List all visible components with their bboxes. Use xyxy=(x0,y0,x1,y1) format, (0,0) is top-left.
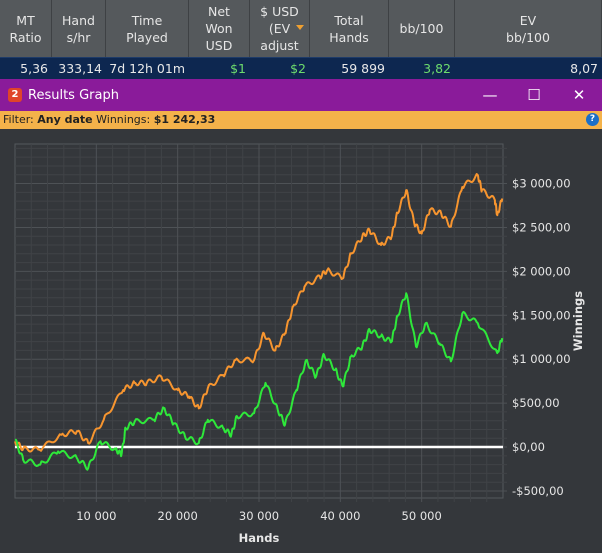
column-header[interactable]: MT Ratio xyxy=(0,0,52,57)
column-header-label: Hand s/hr xyxy=(62,12,95,45)
summary-row[interactable]: 5,36 333,14 7d 12h 01m $1 242,33 $2 838,41 59… xyxy=(0,57,602,97)
window-title-bar: 2 Results Graph — ☐ ✕ xyxy=(0,79,602,111)
series-line-0 xyxy=(14,173,504,453)
window-title: Results Graph xyxy=(28,87,119,103)
x-tick-label: 50 000 xyxy=(402,509,442,523)
y-tick-label: $0,00 xyxy=(512,440,545,454)
minimize-button[interactable]: — xyxy=(482,86,498,104)
results-chart: -$500,00 $0,00 $500,00 $1 000,00 $1 500,00 $2… xyxy=(14,143,585,545)
x-axis-label: Hands xyxy=(239,531,280,545)
column-header[interactable]: bb/100 xyxy=(389,0,455,57)
cell-value: $2 838,41 xyxy=(262,61,306,97)
cell-value: 59 899 xyxy=(341,61,385,76)
x-tick-label: 30 000 xyxy=(239,509,279,523)
y-tick-label: $500,00 xyxy=(512,396,560,410)
column-header-label: $ USD (EV adjust xyxy=(260,4,299,53)
column-header-label: Total Hands xyxy=(329,12,369,45)
winnings-label: Winnings: xyxy=(96,113,151,126)
column-headers: MT Ratio Hand s/hr Time Played Net Won USD $… xyxy=(0,0,602,57)
y-tick-label: -$500,00 xyxy=(512,484,564,498)
help-icon[interactable]: ? xyxy=(586,113,599,126)
winnings-value: $1 242,33 xyxy=(153,113,216,126)
y-tick-label: $2 000,00 xyxy=(512,264,571,278)
column-header[interactable]: Time Played xyxy=(106,0,189,57)
y-tick-label: $3 000,00 xyxy=(512,177,571,191)
column-header-label: Time Played xyxy=(126,12,168,45)
y-tick-label: $2 500,00 xyxy=(512,220,571,234)
x-tick-label: 20 000 xyxy=(158,509,198,523)
cell-value: 7d 12h 01m xyxy=(109,61,185,76)
x-tick-label: 10 000 xyxy=(76,509,116,523)
column-header-label: Net Won USD xyxy=(205,4,233,53)
cell-value: 3,82 xyxy=(423,61,451,76)
cell-value: $1 242,33 xyxy=(202,61,246,97)
series-line-1 xyxy=(14,292,504,471)
y-axis-label: Winnings xyxy=(571,291,585,351)
y-tick-label: $1 000,00 xyxy=(512,352,571,366)
maximize-button[interactable]: ☐ xyxy=(527,86,541,104)
column-header[interactable]: Net Won USD xyxy=(189,0,250,57)
cell-value: 333,14 xyxy=(58,61,102,76)
filter-bar: Filter: Any date Winnings: $1 242,33 ? xyxy=(0,111,602,129)
x-tick-label: 40 000 xyxy=(320,509,360,523)
app-logo-icon: 2 xyxy=(8,88,22,102)
close-button[interactable]: ✕ xyxy=(572,86,586,104)
column-header[interactable]: EV bb/100 xyxy=(455,0,602,57)
column-header-label: EV bb/100 xyxy=(506,12,550,45)
y-tick-label: $1 500,00 xyxy=(512,308,571,322)
sort-desc-icon xyxy=(296,25,304,30)
column-header-label: MT Ratio xyxy=(9,12,42,45)
column-header-label: bb/100 xyxy=(399,21,444,36)
filter-value[interactable]: Any date xyxy=(37,113,93,126)
cell-value: 5,36 xyxy=(20,61,48,76)
cell-value: 8,07 xyxy=(570,61,598,76)
filter-label: Filter: xyxy=(3,113,34,126)
column-header[interactable]: Hand s/hr xyxy=(52,0,106,57)
column-header[interactable]: $ USD (EV adjust xyxy=(250,0,310,57)
column-header[interactable]: Total Hands xyxy=(310,0,389,57)
